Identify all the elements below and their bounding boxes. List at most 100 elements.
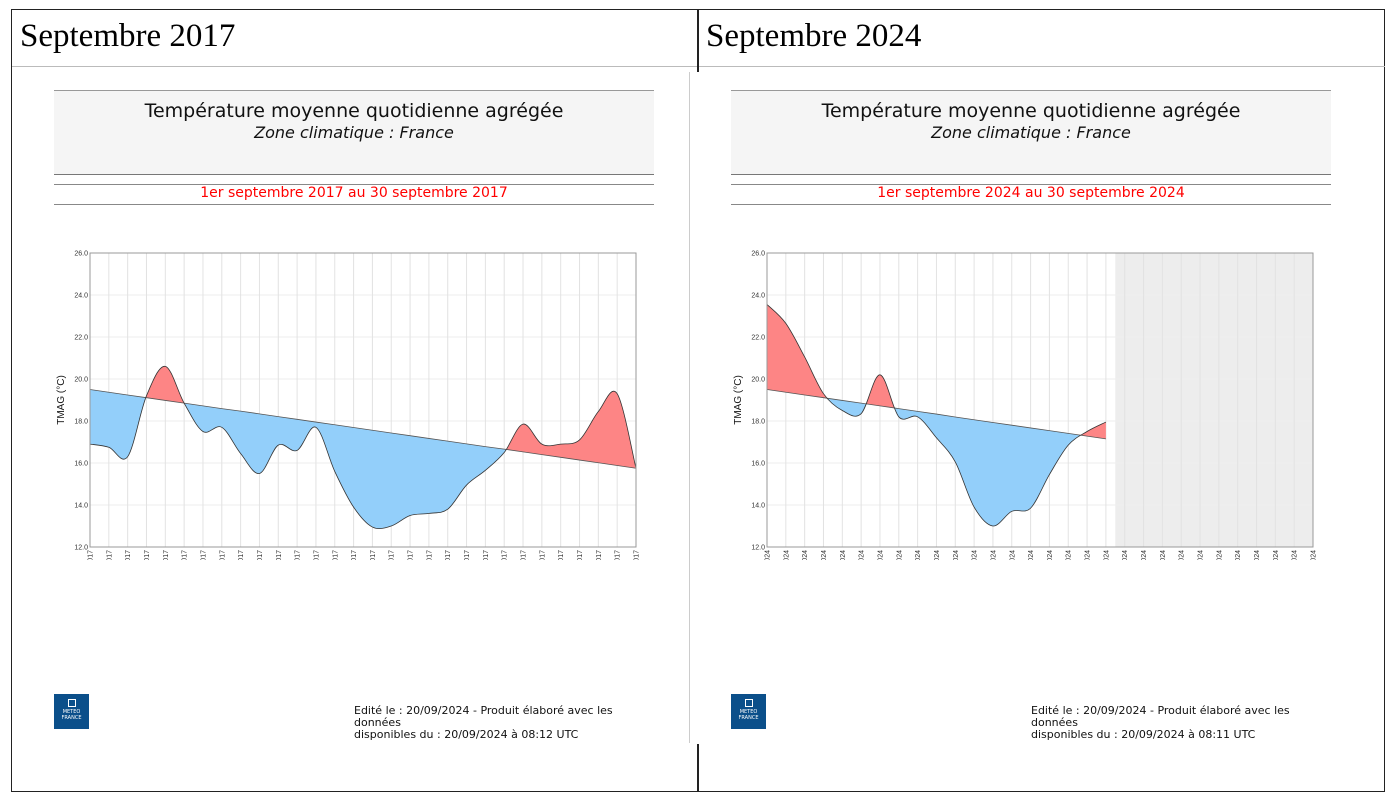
divider (731, 204, 1331, 205)
x-tick-label: 04/09/2017 (144, 550, 151, 560)
x-tick-label: 24/09/2024 (1198, 550, 1205, 560)
x-tick-label: 21/09/2024 (1141, 550, 1148, 560)
x-tick-label: 20/09/2017 (445, 550, 452, 560)
x-tick-label: 20/09/2024 (1122, 550, 1129, 560)
y-tick-label: 20.0 (751, 377, 765, 384)
y-tick-label: 22.0 (751, 335, 765, 342)
x-tick-label: 27/09/2024 (1254, 550, 1261, 560)
chart-panel-2017: Température moyenne quotidienne agrégée … (54, 90, 654, 741)
panel-border (689, 72, 690, 743)
x-tick-label: 17/09/2024 (1066, 550, 1073, 560)
divider (731, 184, 1331, 185)
y-tick-label: 12.0 (74, 545, 88, 552)
x-tick-label: 29/09/2017 (615, 550, 622, 560)
x-tick-label: 18/09/2024 (1085, 550, 1092, 560)
x-tick-label: 09/09/2024 (915, 550, 922, 560)
plot-border (89, 252, 637, 548)
y-tick-label: 18.0 (74, 419, 88, 426)
y-tick-label: 14.0 (74, 503, 88, 510)
x-tick-label: 04/09/2024 (821, 550, 828, 560)
chart-svg: 12.0 14.0 16.0 18.0 20.0 22.0 24.0 26.0 01/09/20… (56, 251, 641, 561)
footer-text: Edité le : 20/09/2024 - Produit élaboré … (1031, 704, 1290, 741)
column-heading-2017: Septembre 2017 (20, 18, 236, 54)
x-tick-label: 09/09/2017 (238, 550, 245, 560)
x-tick-label: 11/09/2024 (953, 550, 960, 560)
x-tick-label: 08/09/2017 (219, 550, 226, 560)
x-tick-label: 30/09/2024 (1311, 550, 1318, 560)
x-tick-label: 06/09/2024 (859, 550, 866, 560)
x-tick-label: 17/09/2017 (389, 550, 396, 560)
x-tick-label: 29/09/2024 (1292, 550, 1299, 560)
x-tick-label: 30/09/2017 (634, 550, 641, 560)
chart-title: Température moyenne quotidienne agrégée (144, 100, 564, 122)
chart-svg: 12.0 14.0 16.0 18.0 20.0 22.0 24.0 26.0 01/09/20… (733, 251, 1318, 561)
y-axis-label: TMAG (°C) (733, 375, 744, 425)
x-tick-label: 07/09/2024 (877, 550, 884, 560)
chart-subtitle: Zone climatique : France (931, 123, 1131, 142)
x-tick-label: 21/09/2017 (464, 550, 471, 560)
x-tick-label: 19/09/2024 (1103, 550, 1110, 560)
y-tick-label: 24.0 (751, 293, 765, 300)
y-tick-label: 24.0 (74, 293, 88, 300)
x-tick-label: 22/09/2017 (483, 550, 490, 560)
y-tick-label: 20.0 (74, 377, 88, 384)
y-tick-label: 26.0 (751, 251, 765, 258)
title-box: Température moyenne quotidienne agrégée … (54, 90, 654, 175)
column-divider (697, 9, 699, 72)
column-heading-2024: Septembre 2024 (706, 18, 922, 54)
x-tick-label: 14/09/2017 (332, 550, 339, 560)
x-tick-label: 15/09/2024 (1028, 550, 1035, 560)
x-tick-label: 13/09/2017 (313, 550, 320, 560)
x-tick-label: 13/09/2024 (990, 550, 997, 560)
x-tick-label: 26/09/2024 (1235, 550, 1242, 560)
x-tick-label: 10/09/2017 (257, 550, 264, 560)
period-label: 1er septembre 2017 au 30 septembre 2017 (200, 185, 508, 201)
x-tick-label: 16/09/2024 (1047, 550, 1054, 560)
x-tick-label: 25/09/2017 (539, 550, 546, 560)
plot-border (766, 252, 1314, 548)
y-tick-label: 16.0 (74, 461, 88, 468)
y-tick-label: 16.0 (751, 461, 765, 468)
x-tick-label: 24/09/2017 (521, 550, 528, 560)
x-tick-label: 05/09/2024 (840, 550, 847, 560)
chart-title: Température moyenne quotidienne agrégée (821, 100, 1241, 122)
y-tick-label: 14.0 (751, 503, 765, 510)
y-tick-label: 22.0 (74, 335, 88, 342)
x-tick-label: 23/09/2017 (502, 550, 509, 560)
x-tick-label: 11/09/2017 (276, 550, 283, 560)
normal-line (766, 389, 1106, 440)
divider (54, 184, 654, 185)
x-tick-label: 06/09/2017 (182, 550, 189, 560)
x-tick-label: 12/09/2017 (295, 550, 302, 560)
below-normal-area (90, 389, 636, 529)
x-tick-label: 15/09/2017 (351, 550, 358, 560)
x-tick-label: 03/09/2024 (802, 550, 809, 560)
header-divider (12, 66, 1385, 67)
missing-data-region (1115, 253, 1313, 547)
x-tick-label: 02/09/2024 (783, 550, 790, 560)
title-box: Température moyenne quotidienne agrégée … (731, 90, 1331, 175)
x-tick-label: 03/09/2017 (125, 550, 132, 560)
x-tick-label: 23/09/2024 (1179, 550, 1186, 560)
x-tick-label: 05/09/2017 (163, 550, 170, 560)
meteo-france-logo: METEO FRANCE (731, 694, 766, 729)
meteo-france-logo: METEO FRANCE (54, 694, 89, 729)
x-tick-label: 22/09/2024 (1160, 550, 1167, 560)
x-tick-label: 18/09/2017 (408, 550, 415, 560)
normal-line (89, 389, 637, 469)
x-tick-label: 01/09/2024 (765, 550, 772, 560)
chart-subtitle: Zone climatique : France (254, 123, 454, 142)
x-tick-label: 07/09/2017 (200, 550, 207, 560)
x-tick-label: 26/09/2017 (558, 550, 565, 560)
x-tick-label: 01/09/2017 (88, 550, 95, 560)
x-tick-label: 16/09/2017 (370, 550, 377, 560)
observed-line (89, 365, 637, 530)
x-tick-label: 28/09/2017 (596, 550, 603, 560)
period-label: 1er septembre 2024 au 30 septembre 2024 (877, 185, 1185, 201)
x-tick-label: 08/09/2024 (896, 550, 903, 560)
y-tick-label: 12.0 (751, 545, 765, 552)
below-normal-area (767, 389, 1106, 527)
divider (54, 204, 654, 205)
x-tick-label: 28/09/2024 (1273, 550, 1280, 560)
footer-text: Edité le : 20/09/2024 - Produit élaboré … (354, 704, 613, 741)
